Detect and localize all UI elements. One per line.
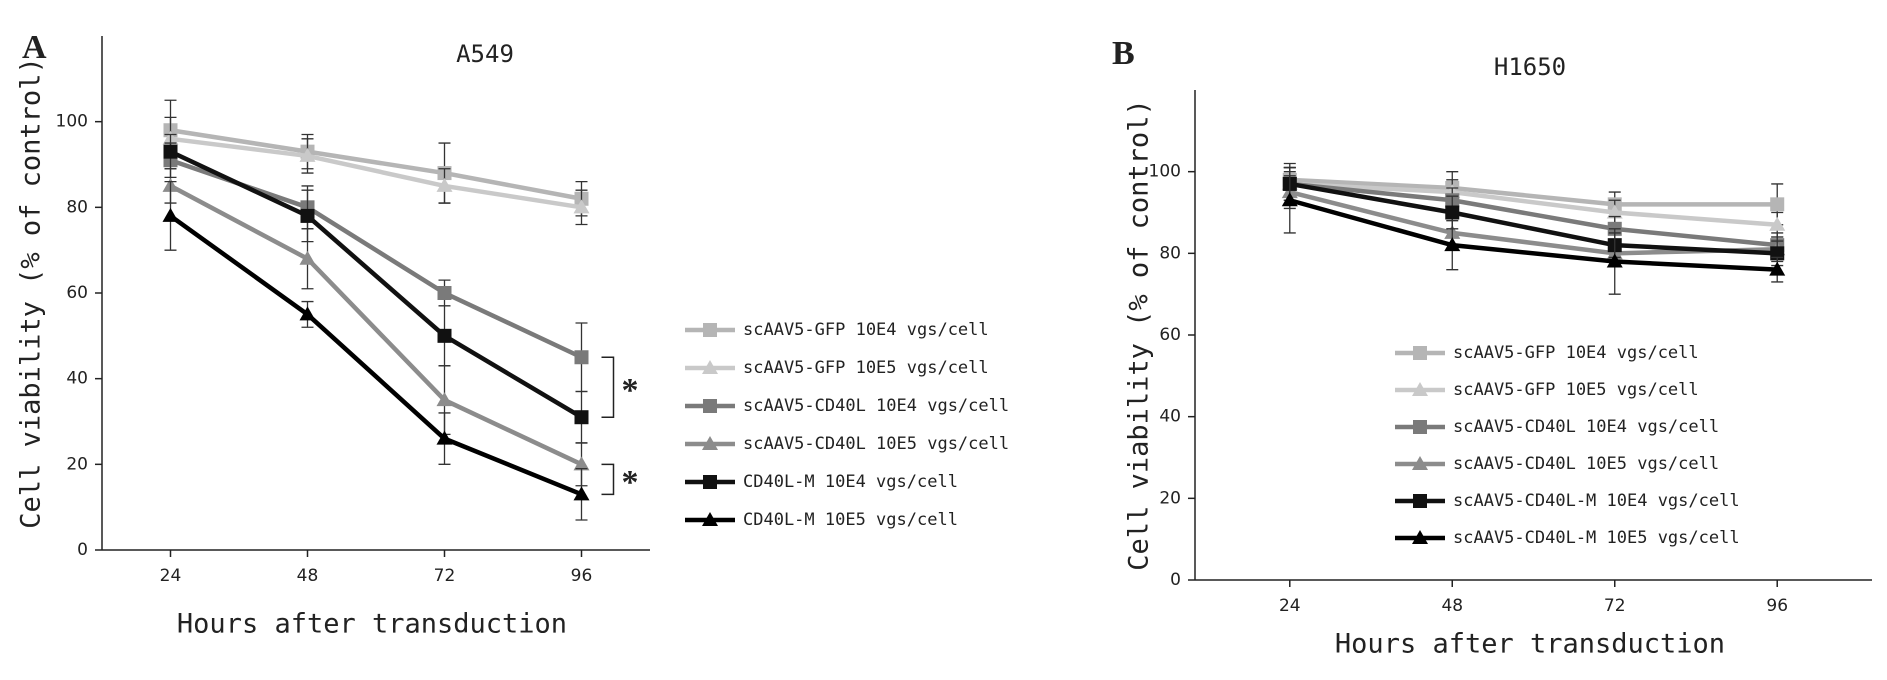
y-tick-label: 20 [66,454,88,474]
legend-marker [702,436,718,450]
legend-marker [703,399,717,413]
marker [436,177,453,192]
marker [437,286,452,300]
marker [1769,261,1786,276]
marker [1769,216,1786,231]
marker [1281,192,1298,207]
marker [300,208,315,223]
y-tick-label: 60 [66,283,88,303]
marker [573,486,590,501]
y-tick-label: 80 [66,197,88,217]
y-tick-label: 80 [1159,243,1181,263]
marker [299,306,316,321]
y-tick-label: 60 [1159,325,1181,345]
significance-bracket [601,463,615,496]
x-tick-label: 48 [297,566,319,586]
panel-label: A [22,29,47,66]
y-axis-title: Cell viability (% of control) [16,57,47,528]
legend-label: scAAV5-GFP 10E4 vgs/cell [1453,343,1699,363]
series-line [170,128,582,201]
chart-panel: B H1650 Hours after transduction Cell viabi… [1112,35,1872,660]
marker [574,350,589,365]
series-line [169,149,583,420]
x-tick-label: 96 [571,566,593,586]
x-tick-label: 24 [1279,596,1301,616]
annotation: * [622,372,639,409]
legend-label: scAAV5-CD40L 10E5 vgs/cell [743,434,1009,454]
marker [574,410,589,425]
y-tick-label: 100 [1149,162,1181,182]
marker [1444,237,1461,252]
series-line [1289,181,1778,248]
chart-title: H1650 [1494,53,1566,81]
legend-marker [1413,494,1427,508]
marker [436,430,453,445]
x-tick-label: 96 [1766,596,1788,616]
series-line [1289,181,1778,256]
series-line [1289,198,1778,272]
x-tick-label: 24 [160,566,182,586]
legend-marker [702,512,718,526]
panel-label: B [1112,35,1135,72]
legend-marker [1413,420,1427,434]
marker [299,250,316,265]
y-tick-label: 0 [1170,570,1181,590]
legend-marker [1412,456,1428,470]
x-tick-label: 48 [1441,596,1463,616]
legend-label: scAAV5-CD40L 10E4 vgs/cell [1453,417,1719,437]
legend-marker [1412,382,1428,396]
chart-title: A549 [456,40,514,68]
legend-label: CD40L-M 10E5 vgs/cell [743,510,958,530]
marker [1606,253,1623,268]
legend-marker [703,475,717,489]
marker [1606,204,1623,219]
y-tick-label: 20 [1159,488,1181,508]
x-axis-title: Hours after transduction [1335,629,1725,660]
legend-marker [702,360,718,374]
legend-label: scAAV5-GFP 10E5 vgs/cell [1453,380,1699,400]
series-line [1289,177,1778,207]
y-tick-label: 100 [56,112,88,132]
marker [1770,197,1785,212]
legend-label: CD40L-M 10E4 vgs/cell [743,472,958,492]
legend-label: scAAV5-CD40L-M 10E5 vgs/cell [1453,528,1740,548]
legend-marker [1413,346,1427,360]
marker [162,207,179,222]
marker [437,328,452,343]
marker [163,144,178,159]
series-line [1289,181,1778,227]
series-line [169,214,583,497]
legend-marker [703,323,717,337]
legend-label: scAAV5-GFP 10E4 vgs/cell [743,320,989,340]
series-line [170,136,582,210]
y-tick-label: 40 [66,369,88,389]
marker [299,147,316,162]
series-line [169,183,583,467]
marker [436,392,453,407]
y-tick-label: 40 [1159,407,1181,427]
x-tick-label: 72 [434,566,456,586]
legend-label: scAAV5-CD40L 10E4 vgs/cell [743,396,1009,416]
y-tick-label: 0 [77,540,88,560]
significance-bracket [601,356,615,418]
marker [1445,205,1460,220]
chart-panel: A A549 Hours after transduction Cell viabil… [16,29,1010,640]
x-tick-label: 72 [1604,596,1626,616]
x-axis-title: Hours after transduction [177,609,567,640]
legend-label: scAAV5-CD40L-M 10E4 vgs/cell [1453,491,1740,511]
legend-marker [1412,530,1428,544]
y-axis-title: Cell viability (% of control) [1124,99,1155,570]
legend-label: scAAV5-GFP 10E5 vgs/cell [743,358,989,378]
annotation: * [622,464,639,501]
marker [573,199,590,214]
legend-label: scAAV5-CD40L 10E5 vgs/cell [1453,454,1719,474]
marker [573,456,590,471]
